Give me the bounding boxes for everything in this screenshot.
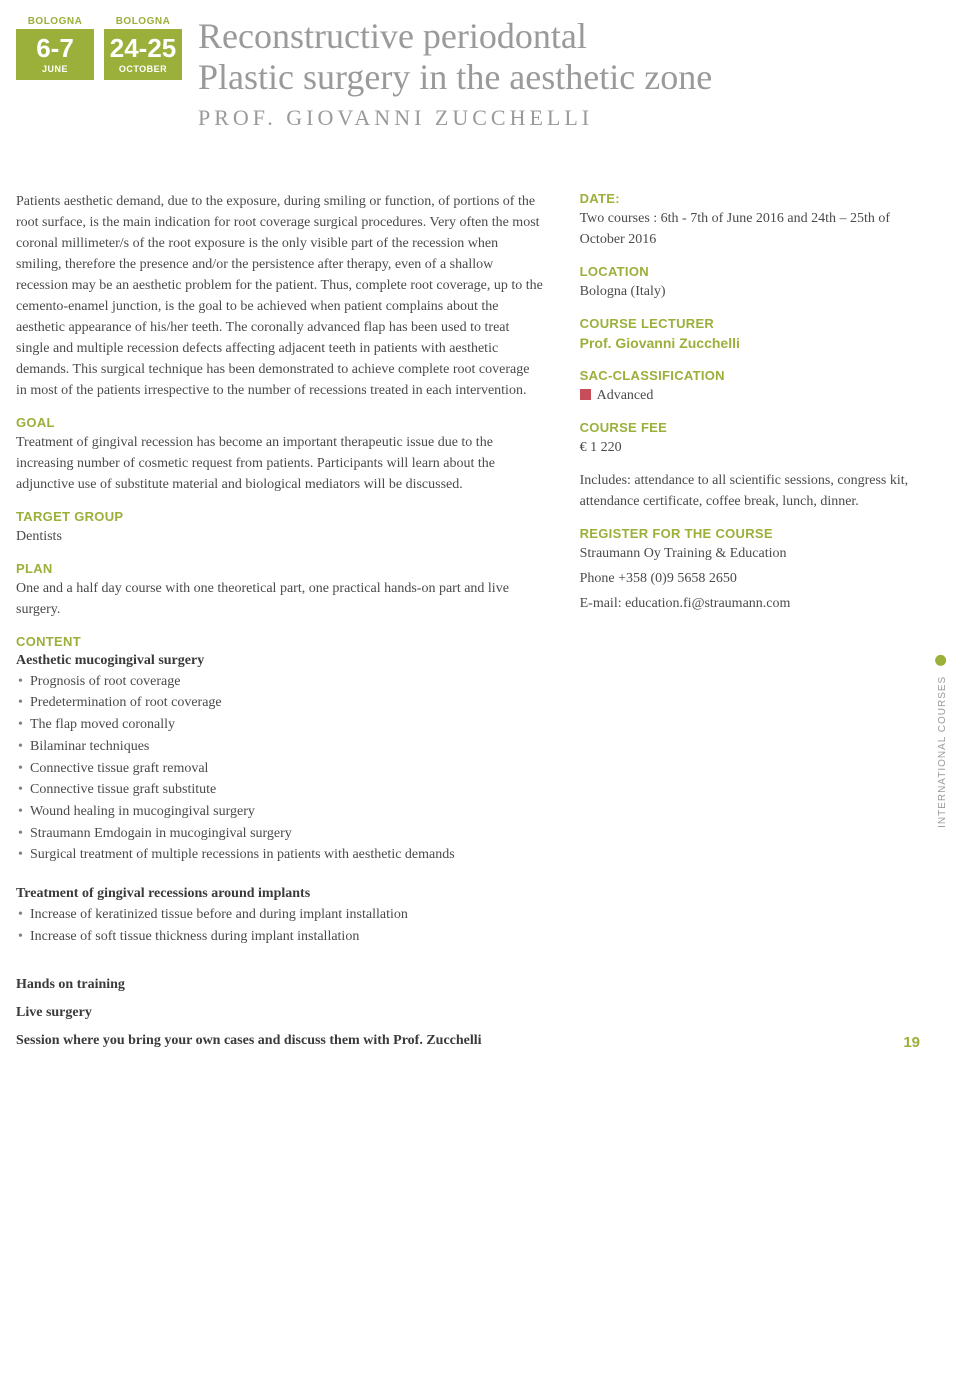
sac-text: Advanced [597, 388, 654, 403]
badge-date: 24-25 [104, 29, 182, 65]
date-label: DATE: [580, 191, 920, 206]
plan-text: One and a half day course with one theor… [16, 578, 544, 620]
list-item: Straumann Emdogain in mucogingival surge… [16, 823, 544, 845]
intro-paragraph: Patients aesthetic demand, due to the ex… [16, 191, 544, 401]
badge-date: 6-7 [16, 29, 94, 65]
list-item: Connective tissue graft substitute [16, 779, 544, 801]
badge-city: BOLOGNA [16, 16, 94, 27]
list-item: Predetermination of root coverage [16, 692, 544, 714]
page-number: 19 [903, 1034, 920, 1051]
target-label: TARGET GROUP [16, 509, 544, 524]
location-label: LOCATION [580, 264, 920, 279]
course-title-line1: Reconstructive periodontal [198, 16, 920, 57]
left-column: Patients aesthetic demand, due to the ex… [16, 191, 544, 1050]
fee-label: COURSE FEE [580, 420, 920, 435]
list-item: Increase of soft tissue thickness during… [16, 926, 544, 948]
location-value: Bologna (Italy) [580, 281, 920, 302]
includes-text: Includes: attendance to all scientific s… [580, 470, 920, 512]
fee-value: € 1 220 [580, 437, 920, 458]
sac-value: Advanced [580, 385, 920, 406]
lecturer-value: Prof. Giovanni Zucchelli [580, 333, 920, 354]
list-item: Wound healing in mucogingival surgery [16, 801, 544, 823]
list-item: Surgical treatment of multiple recession… [16, 844, 544, 866]
side-category-label: INTERNATIONAL COURSES [935, 655, 948, 828]
content-list-1: Prognosis of root coveragePredeterminati… [16, 671, 544, 866]
date-badge-2: BOLOGNA 24-25 OCTOBER [104, 16, 182, 80]
sac-label: SAC-CLASSIFICATION [580, 368, 920, 383]
professor-name: PROF. GIOVANNI ZUCCHELLI [198, 105, 920, 131]
right-column: DATE: Two courses : 6th - 7th of June 20… [580, 191, 920, 1050]
session-note: Session where you bring your own cases a… [16, 1033, 544, 1049]
target-text: Dentists [16, 526, 544, 547]
badge-month: JUNE [16, 65, 94, 80]
side-label-text: INTERNATIONAL COURSES [937, 676, 948, 828]
side-dot-icon [935, 655, 946, 666]
hands-on-label: Hands on training [16, 977, 544, 993]
goal-label: GOAL [16, 415, 544, 430]
list-item: Bilaminar techniques [16, 736, 544, 758]
list-item: Prognosis of root coverage [16, 671, 544, 693]
header: BOLOGNA 6-7 JUNE BOLOGNA 24-25 OCTOBER R… [16, 16, 920, 131]
content-subhead-2: Treatment of gingival recessions around … [16, 886, 544, 902]
date-value: Two courses : 6th - 7th of June 2016 and… [580, 208, 920, 250]
live-surgery-label: Live surgery [16, 1005, 544, 1021]
content-list-2: Increase of keratinized tissue before an… [16, 904, 544, 947]
list-item: Increase of keratinized tissue before an… [16, 904, 544, 926]
list-item: Connective tissue graft removal [16, 758, 544, 780]
register-org: Straumann Oy Training & Education [580, 543, 920, 564]
lecturer-label: COURSE LECTURER [580, 316, 920, 331]
register-email: E-mail: education.fi@straumann.com [580, 593, 920, 614]
register-phone: Phone +358 (0)9 5658 2650 [580, 568, 920, 589]
content-label: CONTENT [16, 634, 544, 649]
register-label: REGISTER FOR THE COURSE [580, 526, 920, 541]
sac-square-icon [580, 389, 591, 400]
plan-label: PLAN [16, 561, 544, 576]
title-block: Reconstructive periodontal Plastic surge… [192, 16, 920, 131]
goal-text: Treatment of gingival recession has beco… [16, 432, 544, 495]
course-title-line2: Plastic surgery in the aesthetic zone [198, 57, 920, 98]
badge-city: BOLOGNA [104, 16, 182, 27]
content-subhead-1: Aesthetic mucogingival surgery [16, 653, 544, 669]
list-item: The flap moved coronally [16, 714, 544, 736]
badge-month: OCTOBER [104, 65, 182, 80]
date-badge-1: BOLOGNA 6-7 JUNE [16, 16, 94, 80]
